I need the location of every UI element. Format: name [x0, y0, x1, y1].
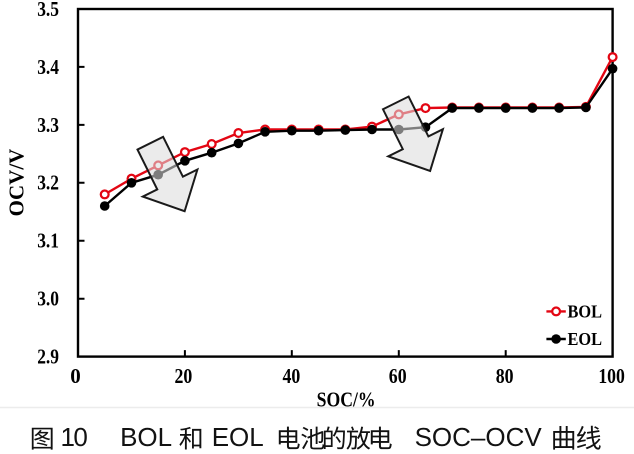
svg-text:SOC/%: SOC/%	[317, 387, 376, 411]
svg-text:40: 40	[283, 364, 301, 388]
svg-text:60: 60	[389, 364, 407, 388]
svg-text:3.5: 3.5	[37, 0, 59, 21]
svg-text:3.4: 3.4	[37, 55, 59, 79]
svg-text:3.3: 3.3	[37, 113, 59, 137]
svg-text:2.9: 2.9	[37, 345, 59, 369]
svg-text:SOC–OCV: SOC–OCV	[415, 422, 543, 452]
svg-text:BOL: BOL	[568, 301, 603, 321]
svg-text:3.1: 3.1	[37, 229, 59, 253]
svg-text:10: 10	[61, 422, 88, 452]
svg-text:80: 80	[496, 364, 514, 388]
svg-text:BOL: BOL	[120, 422, 172, 452]
svg-text:100: 100	[598, 364, 625, 388]
svg-text:3.2: 3.2	[37, 171, 59, 195]
svg-text:20: 20	[175, 364, 193, 388]
svg-text:0: 0	[70, 364, 81, 388]
svg-text:3.0: 3.0	[37, 287, 59, 311]
svg-text:EOL: EOL	[212, 422, 264, 452]
svg-text:OCV/V: OCV/V	[5, 149, 29, 217]
svg-text:EOL: EOL	[568, 329, 603, 349]
